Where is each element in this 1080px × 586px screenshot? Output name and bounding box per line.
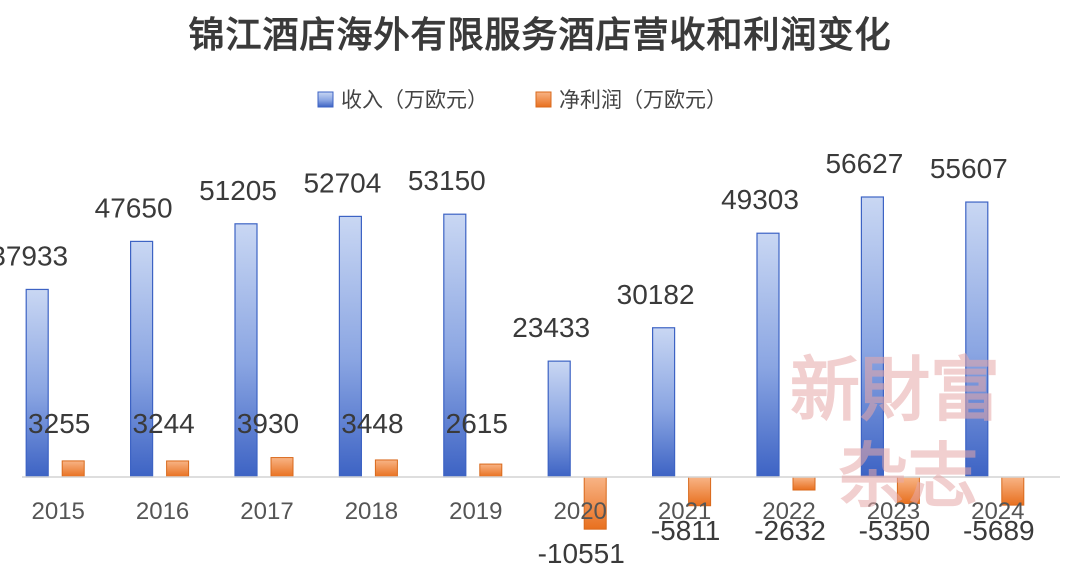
legend: 收入（万欧元） 净利润（万欧元） [317, 88, 727, 112]
data-label-profit-2024: -5689 [963, 515, 1035, 546]
x-tick-2017: 2017 [240, 498, 293, 525]
data-label-profit-2015: 3255 [28, 408, 90, 439]
x-tick-2018: 2018 [345, 498, 398, 525]
legend-label-profit: 净利润（万欧元） [559, 88, 727, 112]
bar-profit-2018 [374, 459, 398, 478]
bar-profit-2022 [792, 476, 816, 491]
data-label-revenue-2024: 55607 [930, 153, 1008, 184]
x-tick-labels: 2015 2016 2017 2018 2019 2020 2021 2022 2023 2024 [32, 498, 1025, 525]
data-labels: 37933 3255 47650 3244 51205 3930 52704 3448 5315… [0, 148, 1035, 569]
data-label-revenue-2017: 51205 [199, 175, 277, 206]
data-label-revenue-2018: 52704 [303, 167, 381, 198]
bar-profit-2017 [270, 457, 294, 478]
chart-title: 锦江酒店海外有限服务酒店营收和利润变化 [188, 15, 892, 56]
x-tick-2020: 2020 [554, 498, 607, 525]
bar-revenue-2017 [234, 223, 258, 478]
data-label-profit-2018: 3448 [341, 408, 403, 439]
bar-profit-2019 [479, 463, 503, 478]
legend-label-revenue: 收入（万欧元） [341, 88, 488, 112]
legend-swatch-revenue [317, 91, 334, 108]
data-label-revenue-2016: 47650 [95, 192, 173, 223]
x-tick-2015: 2015 [32, 498, 85, 525]
x-tick-2023: 2023 [867, 498, 920, 525]
data-label-profit-2017: 3930 [237, 408, 299, 439]
bar-revenue-2016 [130, 240, 154, 478]
data-label-revenue-2020: 23433 [512, 312, 590, 343]
bar-revenue-2015 [25, 288, 49, 478]
watermark: 新財富 杂志 [790, 348, 1000, 517]
data-label-revenue-2021: 30182 [617, 279, 695, 310]
data-label-profit-2023: -5350 [859, 515, 931, 546]
x-tick-2022: 2022 [762, 498, 815, 525]
bars-group [25, 196, 1025, 530]
bar-revenue-2020 [547, 360, 571, 478]
data-label-profit-2021: -5811 [651, 515, 721, 546]
data-label-revenue-2015: 37933 [0, 240, 68, 271]
x-tick-2021: 2021 [658, 498, 711, 525]
watermark-line-1: 新財富 [790, 348, 1000, 431]
data-label-revenue-2022: 49303 [721, 184, 799, 215]
data-label-revenue-2019: 53150 [408, 165, 486, 196]
data-label-profit-2016: 3244 [132, 408, 194, 439]
data-label-profit-2022: -2632 [754, 515, 826, 546]
bar-profit-2015 [61, 460, 85, 478]
bar-revenue-2021 [651, 327, 676, 478]
data-label-profit-2019: 2615 [446, 408, 508, 439]
data-label-revenue-2023: 56627 [825, 148, 903, 179]
data-label-profit-2020: -10551 [538, 538, 625, 569]
watermark-line-2: 杂志 [838, 434, 978, 517]
bar-revenue-2022 [756, 232, 780, 478]
x-tick-2019: 2019 [449, 498, 502, 525]
x-tick-2016: 2016 [136, 498, 189, 525]
bar-profit-2016 [166, 460, 190, 478]
legend-swatch-profit [535, 91, 552, 108]
x-tick-2024: 2024 [971, 498, 1024, 525]
